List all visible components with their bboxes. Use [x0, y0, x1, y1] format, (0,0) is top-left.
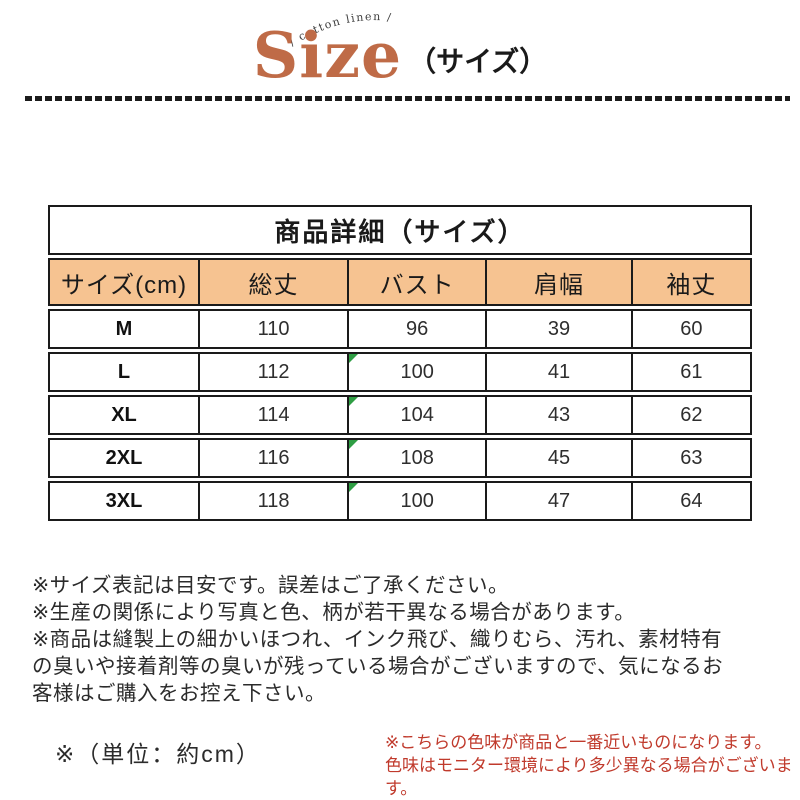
note-line: ※商品は縫製上の細かいほつれ、インク飛び、織りむら、汚れ、素材特有の臭いや接着剤… — [32, 628, 724, 705]
table-row: 3XL 118 100 47 64 — [48, 481, 752, 521]
cell-length: 116 — [197, 438, 348, 478]
color-disclaimer: ※こちらの色味が商品と一番近いものになります。 色味はモニター環境により多少異な… — [385, 731, 797, 800]
cell-shoulder: 47 — [485, 481, 631, 521]
cell-length: 114 — [197, 395, 348, 435]
row-size-label: 2XL — [48, 438, 198, 478]
table-title: 商品詳細（サイズ） — [48, 205, 752, 255]
col-header-shoulder: 肩幅 — [485, 258, 631, 306]
cell-shoulder: 43 — [485, 395, 631, 435]
cell-sleeve: 60 — [630, 309, 752, 349]
cell-bust: 108 — [347, 438, 486, 478]
cell-bust-value: 108 — [400, 446, 434, 469]
dashed-divider — [25, 96, 790, 101]
cell-corner-flag-icon — [349, 440, 359, 449]
cell-shoulder: 45 — [485, 438, 631, 478]
row-size-label: XL — [48, 395, 198, 435]
cell-bust: 96 — [347, 309, 486, 349]
table-row: M 110 96 39 60 — [48, 309, 752, 349]
col-header-size: サイズ(cm) — [48, 258, 198, 306]
cell-corner-flag-icon — [349, 483, 359, 492]
cell-bust: 104 — [347, 395, 486, 435]
size-table: 商品詳細（サイズ） サイズ(cm) 総丈 バスト 肩幅 袖丈 M 110 96 … — [48, 202, 752, 524]
cell-length: 110 — [197, 309, 348, 349]
row-size-label: 3XL — [48, 481, 198, 521]
table-row: 2XL 116 108 45 63 — [48, 438, 752, 478]
cell-bust-value: 100 — [400, 489, 434, 512]
cell-shoulder: 39 — [485, 309, 631, 349]
col-header-bust: バスト — [347, 258, 486, 306]
cell-sleeve: 61 — [630, 352, 752, 392]
color-disclaimer-line: 色味はモニター環境により多少異なる場合がございます。 — [385, 756, 793, 798]
table-row: XL 114 104 43 62 — [48, 395, 752, 435]
unit-note: ※（単位：約cm） — [55, 741, 261, 767]
col-header-sleeve: 袖丈 — [630, 258, 752, 306]
cell-corner-flag-icon — [349, 354, 359, 363]
row-size-label: M — [48, 309, 198, 349]
header: / cotton linen / Size （サイズ） — [0, 0, 800, 96]
cell-sleeve: 64 — [630, 481, 752, 521]
cell-bust: 100 — [347, 352, 486, 392]
note-line: ※生産の関係により写真と色、柄が若干異なる場合があります。 — [32, 601, 636, 624]
row-size-label: L — [48, 352, 198, 392]
table-row: L 112 100 41 61 — [48, 352, 752, 392]
disclaimer-notes: ※サイズ表記は目安です。誤差はご了承ください。 ※生産の関係により写真と色、柄が… — [32, 572, 739, 707]
cell-length: 118 — [197, 481, 348, 521]
cell-corner-flag-icon — [349, 397, 359, 406]
color-disclaimer-line: ※こちらの色味が商品と一番近いものになります。 — [385, 733, 772, 752]
cell-bust-value: 100 — [400, 360, 434, 383]
cell-length: 112 — [197, 352, 348, 392]
table-title-row: 商品詳細（サイズ） — [48, 205, 752, 255]
cell-sleeve: 62 — [630, 395, 752, 435]
title-group: Size （サイズ） — [0, 22, 800, 88]
note-line: ※サイズ表記は目安です。誤差はご了承ください。 — [32, 574, 510, 597]
cotton-linen-arc-label: / cotton linen / — [287, 10, 392, 49]
cell-shoulder: 41 — [485, 352, 631, 392]
table-header-row: サイズ(cm) 総丈 バスト 肩幅 袖丈 — [48, 258, 752, 306]
cell-sleeve: 63 — [630, 438, 752, 478]
col-header-length: 総丈 — [197, 258, 348, 306]
page-title: Size — [252, 18, 403, 92]
cell-bust: 100 — [347, 481, 486, 521]
cell-bust-value: 104 — [400, 403, 434, 426]
page-subtitle: （サイズ） — [408, 46, 548, 77]
